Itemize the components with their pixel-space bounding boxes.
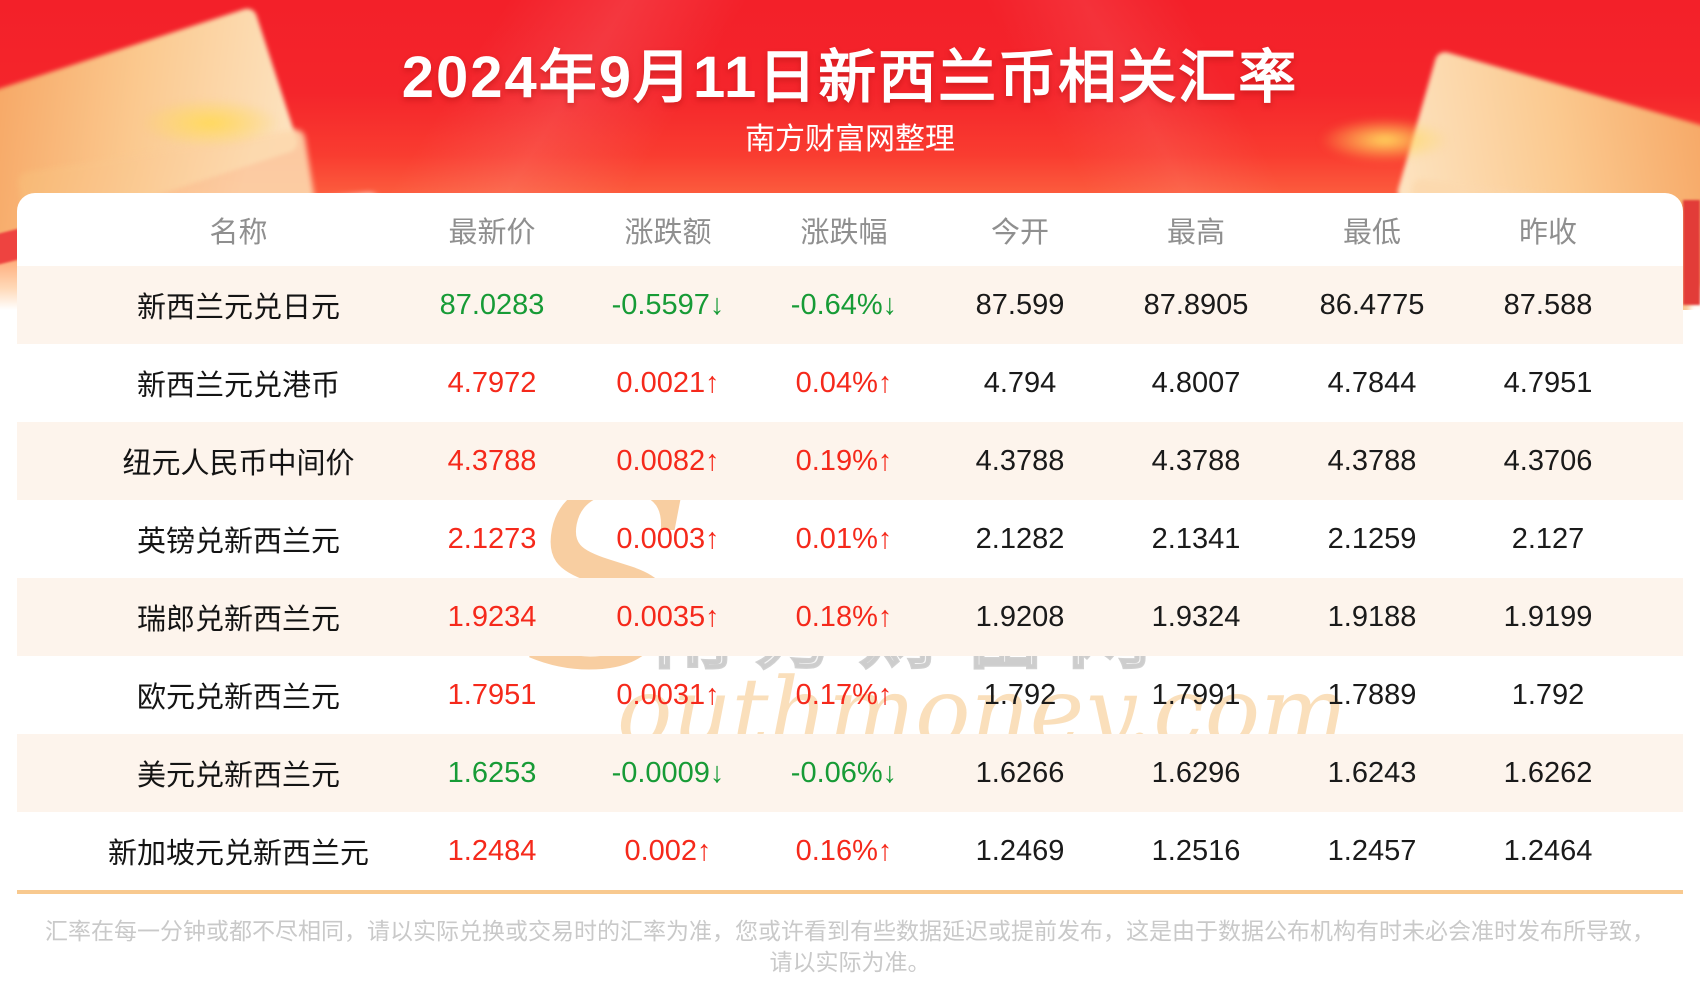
high-price: 1.9324	[1151, 600, 1241, 633]
high-price: 1.2516	[1151, 834, 1241, 867]
table-row: 美元兑新西兰元 1.6253 -0.0009↓ -0.06%↓ 1.6266 1…	[17, 734, 1683, 812]
low-price: 1.2457	[1327, 834, 1417, 867]
gold-glow-decoration	[1320, 118, 1450, 162]
prev-close-price: 1.9199	[1503, 600, 1593, 633]
page-title: 2024年9月11日新西兰币相关汇率	[401, 45, 1299, 110]
low-price: 4.3788	[1327, 444, 1417, 477]
change-percent: 0.16%↑	[795, 834, 893, 867]
change-amount: -0.5597↓	[611, 288, 725, 321]
prev-close-price: 1.2464	[1503, 834, 1593, 867]
change-amount: 0.0035↑	[616, 600, 720, 633]
open-price: 4.3788	[975, 444, 1065, 477]
latest-price: 1.9234	[447, 600, 537, 633]
change-percent: 0.01%↑	[795, 522, 893, 555]
column-header-prev-close: 昨收	[1518, 216, 1577, 249]
open-price: 2.1282	[975, 522, 1065, 555]
currency-pair-name: 美元兑新西兰元	[136, 760, 340, 792]
prev-close-price: 1.6262	[1503, 756, 1593, 789]
currency-pair-name: 纽元人民币中间价	[122, 448, 355, 480]
latest-price: 4.3788	[447, 444, 537, 477]
high-price: 4.8007	[1151, 366, 1241, 399]
table-row: 新西兰元兑港币 4.7972 0.0021↑ 0.04%↑ 4.794 4.80…	[17, 344, 1683, 422]
latest-price: 1.2484	[447, 834, 537, 867]
high-price: 1.6296	[1151, 756, 1241, 789]
table-body: 新西兰元兑日元 87.0283 -0.5597↓ -0.64%↓ 87.599 …	[17, 266, 1683, 890]
column-header-high: 最高	[1166, 216, 1225, 249]
latest-price: 1.7951	[447, 678, 537, 711]
low-price: 4.7844	[1327, 366, 1417, 399]
change-percent: 0.17%↑	[795, 678, 893, 711]
currency-pair-name: 欧元兑新西兰元	[136, 682, 340, 714]
low-price: 1.7889	[1327, 678, 1417, 711]
low-price: 1.9188	[1327, 600, 1417, 633]
gold-glow-decoration	[140, 98, 280, 148]
page-subtitle: 南方财富网整理	[745, 123, 955, 156]
column-header-latest: 最新价	[448, 216, 536, 249]
table-row: 英镑兑新西兰元 2.1273 0.0003↑ 0.01%↑ 2.1282 2.1…	[17, 500, 1683, 578]
currency-pair-name: 瑞郎兑新西兰元	[136, 604, 340, 636]
open-price: 1.2469	[975, 834, 1065, 867]
table-header-row: 名称 最新价 涨跌额 涨跌幅 今开 最高 最低 昨收	[17, 193, 1683, 266]
change-percent: 0.19%↑	[795, 444, 893, 477]
change-amount: 0.0031↑	[616, 678, 720, 711]
latest-price: 4.7972	[447, 366, 537, 399]
column-header-low: 最低	[1342, 216, 1401, 249]
high-price: 2.1341	[1151, 522, 1241, 555]
change-amount: 0.002↑	[624, 834, 712, 867]
rates-table-card: S 南方财富网 outhmoney.com 名称 最新价 涨跌额 涨跌幅 今开 …	[17, 193, 1683, 1000]
column-header-change: 涨跌额	[624, 216, 712, 249]
change-amount: 0.0021↑	[616, 366, 720, 399]
change-percent: -0.64%↓	[790, 288, 898, 321]
table-row: 新西兰元兑日元 87.0283 -0.5597↓ -0.64%↓ 87.599 …	[17, 266, 1683, 344]
prev-close-price: 2.127	[1511, 522, 1585, 555]
prev-close-price: 1.792	[1511, 678, 1585, 711]
prev-close-price: 4.7951	[1503, 366, 1593, 399]
open-price: 4.794	[983, 366, 1057, 399]
change-amount: 0.0082↑	[616, 444, 720, 477]
currency-pair-name: 英镑兑新西兰元	[136, 526, 340, 558]
disclaimer-note: 汇率在每一分钟或都不尽相同，请以实际兑换或交易时的汇率为准，您或许看到有些数据延…	[17, 894, 1683, 978]
red-strip-decoration	[1683, 200, 1700, 305]
high-price: 87.8905	[1143, 288, 1249, 321]
latest-price: 1.6253	[447, 756, 537, 789]
column-header-open: 今开	[990, 216, 1049, 249]
table-row: 新加坡元兑新西兰元 1.2484 0.002↑ 0.16%↑ 1.2469 1.…	[17, 812, 1683, 890]
open-price: 1.792	[983, 678, 1057, 711]
open-price: 1.9208	[975, 600, 1065, 633]
footer-divider	[17, 890, 1683, 894]
open-price: 1.6266	[975, 756, 1065, 789]
low-price: 86.4775	[1319, 288, 1425, 321]
disclaimer-line-2: 请以实际为准。	[769, 949, 931, 975]
currency-pair-name: 新西兰元兑日元	[136, 292, 340, 324]
change-percent: 0.18%↑	[795, 600, 893, 633]
change-percent: -0.06%↓	[790, 756, 898, 789]
currency-pair-name: 新加坡元兑新西兰元	[107, 838, 369, 870]
column-header-change-pct: 涨跌幅	[800, 216, 888, 249]
latest-price: 2.1273	[447, 522, 537, 555]
high-price: 4.3788	[1151, 444, 1241, 477]
low-price: 2.1259	[1327, 522, 1417, 555]
prev-close-price: 87.588	[1503, 288, 1593, 321]
currency-pair-name: 新西兰元兑港币	[136, 370, 340, 402]
change-amount: -0.0009↓	[611, 756, 725, 789]
change-percent: 0.04%↑	[795, 366, 893, 399]
low-price: 1.6243	[1327, 756, 1417, 789]
latest-price: 87.0283	[439, 288, 545, 321]
open-price: 87.599	[975, 288, 1065, 321]
disclaimer-line-1: 汇率在每一分钟或都不尽相同，请以实际兑换或交易时的汇率为准，您或许看到有些数据延…	[45, 918, 1655, 944]
table-row: 纽元人民币中间价 4.3788 0.0082↑ 0.19%↑ 4.3788 4.…	[17, 422, 1683, 500]
prev-close-price: 4.3706	[1503, 444, 1593, 477]
column-header-name: 名称	[209, 216, 268, 249]
change-amount: 0.0003↑	[616, 522, 720, 555]
high-price: 1.7991	[1151, 678, 1241, 711]
table-row: 欧元兑新西兰元 1.7951 0.0031↑ 0.17%↑ 1.792 1.79…	[17, 656, 1683, 734]
table-row: 瑞郎兑新西兰元 1.9234 0.0035↑ 0.18%↑ 1.9208 1.9…	[17, 578, 1683, 656]
